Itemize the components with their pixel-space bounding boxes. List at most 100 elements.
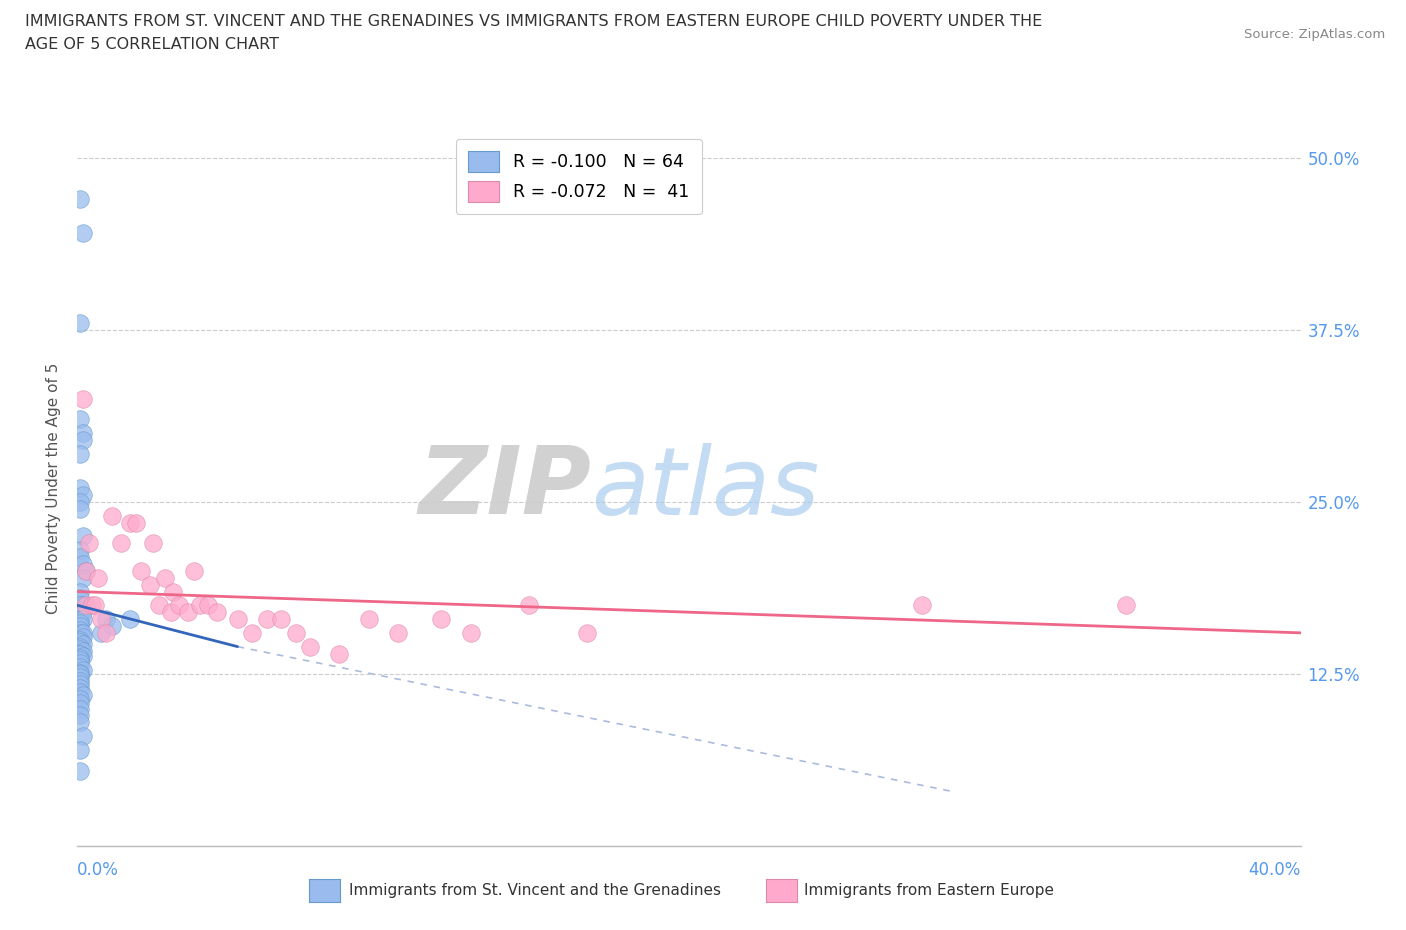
Point [87,570,110,585]
Text: atlas: atlas [591,443,820,534]
Point [69,501,91,516]
Point [69,618,91,633]
Point [328,646,350,661]
Point [72,226,94,241]
Point [69,550,91,565]
Point [270,612,292,627]
Point [69,642,91,657]
Point [90,612,112,627]
Point [72,556,94,571]
Point [205,604,228,619]
Point [162,584,184,599]
Point [240,625,263,640]
Point [72,604,94,619]
Point [69,670,91,684]
Point [75,598,97,613]
Point [576,625,599,640]
Point [153,570,176,585]
Point [69,692,91,707]
Point [69,192,91,206]
Point [69,684,91,699]
Point [77,536,100,551]
Point [69,673,91,688]
Text: IMMIGRANTS FROM ST. VINCENT AND THE GRENADINES VS IMMIGRANTS FROM EASTERN EUROPE: IMMIGRANTS FROM ST. VINCENT AND THE GREN… [25,14,1043,29]
Point [75,564,97,578]
Point [72,487,94,502]
Point [69,676,91,691]
Point [124,515,146,530]
Point [69,656,91,671]
Point [69,764,91,778]
Point [1115,598,1137,613]
Point [72,426,94,441]
Point [169,598,191,613]
Legend: R = -0.100   N = 64, R = -0.072   N =  41: R = -0.100 N = 64, R = -0.072 N = 41 [456,139,702,214]
Point [430,612,453,627]
Text: 40.0%: 40.0% [1249,860,1301,879]
Point [69,665,91,680]
Point [96,625,118,640]
Point [69,543,91,558]
Point [69,653,91,668]
Point [72,625,94,640]
Text: Immigrants from Eastern Europe: Immigrants from Eastern Europe [804,884,1054,898]
Point [80,598,103,613]
Text: 0.0%: 0.0% [77,860,120,879]
Point [69,742,91,757]
Point [110,536,132,551]
Point [118,612,141,627]
Point [226,612,249,627]
Point [72,662,94,677]
Point [69,646,91,661]
Point [197,598,219,613]
Point [69,715,91,730]
Point [69,646,91,661]
Point [72,529,94,544]
Point [69,315,91,330]
Point [460,625,482,640]
Point [118,515,141,530]
Point [96,612,118,627]
Point [69,635,91,650]
Point [69,667,91,682]
Point [69,481,91,496]
Point [83,598,105,613]
Point [101,618,124,633]
Point [284,625,307,640]
Point [517,598,540,613]
Point [75,564,97,578]
Point [69,639,91,654]
Point [69,701,91,716]
Point [188,598,211,613]
Text: Immigrants from St. Vincent and the Grenadines: Immigrants from St. Vincent and the Gren… [349,884,721,898]
Point [69,584,91,599]
Point [72,649,94,664]
Point [69,625,91,640]
Point [69,412,91,427]
Point [69,660,91,675]
Point [159,604,181,619]
Point [69,616,91,631]
Point [101,509,124,524]
Point [139,578,162,592]
Point [177,604,200,619]
Text: ZIP: ZIP [418,443,591,534]
Point [69,591,91,605]
Point [72,432,94,447]
Point [72,570,94,585]
Point [72,630,94,644]
Point [183,564,205,578]
Point [299,639,322,654]
Point [72,644,94,658]
Point [69,495,91,510]
Point [256,612,278,627]
Point [69,612,91,627]
Point [69,446,91,461]
Point [142,536,165,551]
Point [90,625,112,640]
Point [69,623,91,638]
Point [69,708,91,723]
Point [69,681,91,696]
Text: AGE OF 5 CORRELATION CHART: AGE OF 5 CORRELATION CHART [25,37,280,52]
Point [69,650,91,665]
